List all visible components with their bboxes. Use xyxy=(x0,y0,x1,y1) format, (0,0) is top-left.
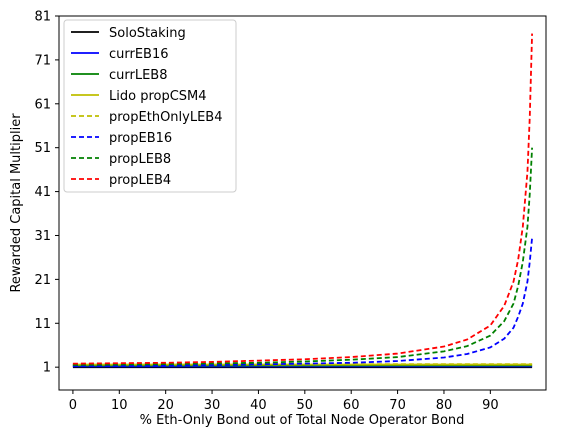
x-axis-tick-label: 40 xyxy=(250,398,267,413)
legend-item: propLEB4 xyxy=(71,173,171,188)
x-axis: 0 10 20 30 40 50 60 70 80 90 xyxy=(69,390,499,413)
series-line-5 xyxy=(72,237,533,367)
legend-label: Lido propCSM4 xyxy=(109,89,207,104)
y-axis-tick-label: 61 xyxy=(34,97,51,112)
series-line-6 xyxy=(72,147,533,366)
y-axis-tick-label: 51 xyxy=(34,141,51,156)
x-axis-tick-label: 80 xyxy=(436,398,453,413)
y-axis-tick-label: 81 xyxy=(34,10,51,25)
x-axis-tick-label: 90 xyxy=(482,398,499,413)
y-axis-tick-label: 31 xyxy=(34,229,51,244)
x-axis-tick-label: 70 xyxy=(389,398,406,413)
legend-item: propEB16 xyxy=(71,131,172,146)
x-axis-tick-label: 20 xyxy=(157,398,174,413)
x-axis-tick-label: 50 xyxy=(297,398,314,413)
plot-layer xyxy=(72,33,533,369)
legend-label: propLEB8 xyxy=(109,152,171,167)
x-axis-tick-label: 60 xyxy=(343,398,360,413)
y-axis-tick-label: 1 xyxy=(43,361,51,376)
y-axis-tick-label: 21 xyxy=(34,273,51,288)
legend-item: propLEB8 xyxy=(71,152,171,167)
legend-item: propEthOnlyLEB4 xyxy=(71,110,223,125)
legend-label: currLEB8 xyxy=(109,68,168,83)
y-axis-tick-label: 71 xyxy=(34,53,51,68)
y-axis-label: Rewarded Capital Multiplier xyxy=(9,113,24,293)
legend: SoloStaking currEB16 currLEB8 Lido propC… xyxy=(63,19,237,193)
plot-area-border xyxy=(58,15,547,391)
legend-box xyxy=(63,19,237,193)
x-axis-tick-label: 10 xyxy=(111,398,128,413)
legend-label: propLEB4 xyxy=(109,173,171,188)
series-line-7 xyxy=(72,33,533,365)
legend-item: SoloStaking xyxy=(71,26,186,41)
x-axis-label: % Eth-Only Bond out of Total Node Operat… xyxy=(140,413,465,428)
legend-item: currLEB8 xyxy=(71,68,168,83)
legend-label: currEB16 xyxy=(109,47,169,62)
y-axis-tick-label: 11 xyxy=(34,317,51,332)
legend-item: Lido propCSM4 xyxy=(71,89,207,104)
x-axis-tick-label: 0 xyxy=(69,398,77,413)
y-axis-tick-label: 41 xyxy=(34,185,51,200)
legend-label: propEB16 xyxy=(109,131,172,146)
legend-label: SoloStaking xyxy=(109,26,186,41)
legend-label: propEthOnlyLEB4 xyxy=(109,110,223,125)
x-axis-tick-label: 30 xyxy=(204,398,221,413)
legend-item: currEB16 xyxy=(71,47,169,62)
